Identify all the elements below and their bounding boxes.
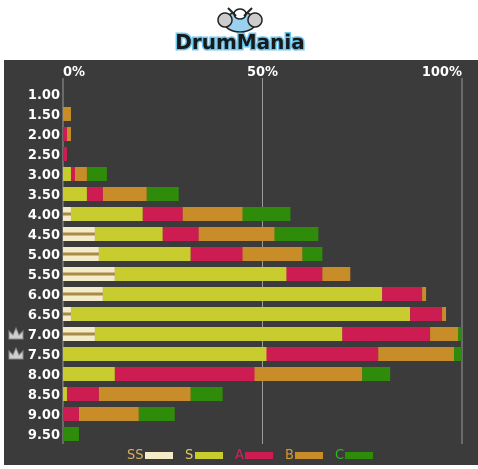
bar-segment-a — [162, 227, 199, 241]
legend-swatch-ss — [145, 452, 173, 459]
bar-segment-s — [102, 287, 383, 301]
bar-stripe-ss — [63, 232, 95, 236]
bar-segment-a — [410, 307, 443, 321]
bar-segment-c — [63, 427, 79, 441]
bar-segment-c — [146, 187, 179, 201]
legend-swatch-s — [195, 452, 223, 459]
drummania-logo: DrumMania — [174, 7, 306, 56]
bar-segment-a — [342, 327, 431, 341]
y-tick-label: 9.50 — [28, 428, 60, 443]
y-tick-label: 8.50 — [28, 388, 60, 403]
y-tick-label: 6.00 — [28, 288, 60, 303]
bar-stripe-ss — [63, 312, 71, 316]
bar-segment-s — [63, 187, 87, 201]
bar-segment-a — [382, 287, 423, 301]
chart-panel: 0% 50% 100% 1.00 1.50 2.00 2.50 3.00 3.50 4.00 4.5… — [4, 60, 478, 465]
bar-stripe-ss — [63, 252, 99, 256]
y-tick-label: 2.50 — [28, 148, 60, 163]
bar-segment-b — [378, 347, 455, 361]
crown-icon — [8, 346, 24, 360]
bar-segment-b — [198, 227, 275, 241]
bar-segment-b — [422, 287, 427, 301]
drum-mascot-icon — [217, 7, 263, 33]
bar-segment-b — [74, 167, 87, 181]
bar-segment-c — [242, 207, 291, 221]
legend-label-s: S — [185, 448, 193, 463]
logo-wordmark: DrumMania — [175, 30, 305, 54]
bar-segment-a — [142, 207, 183, 221]
y-tick-label: 2.00 — [28, 128, 60, 143]
bar-segment-a — [114, 367, 255, 381]
bar-segment-b — [78, 407, 139, 421]
x-tick-label: 0% — [63, 65, 85, 80]
bar-segment-s — [63, 347, 267, 361]
y-tick-label: 3.50 — [28, 188, 60, 203]
header: DrumMania — [0, 0, 478, 58]
bar-segment-b — [242, 247, 303, 261]
bar-segment-s — [63, 167, 71, 181]
legend-swatch-b — [295, 452, 323, 459]
y-tick-label: 1.00 — [28, 88, 60, 103]
bar-segment-s — [98, 247, 191, 261]
bar-stripe-ss — [63, 292, 103, 296]
bar-segment-a — [266, 347, 379, 361]
bar-segment-c — [362, 367, 391, 381]
legend-swatch-c — [345, 452, 373, 459]
bar-segment-s — [63, 387, 67, 401]
y-tick-label: 4.50 — [28, 228, 60, 243]
legend-swatch-a — [245, 452, 273, 459]
bar-segment-s — [94, 227, 163, 241]
bar-segment-s — [70, 307, 411, 321]
y-tick-label: 9.00 — [28, 408, 60, 423]
legend-label-a: A — [235, 448, 244, 463]
bar-segment-a — [63, 407, 79, 421]
x-tick-label: 50% — [247, 65, 278, 80]
x-tick-label: 100% — [422, 65, 462, 80]
bar-segment-b — [182, 207, 243, 221]
bar-segment-b — [254, 367, 363, 381]
legend-label-b: B — [285, 448, 294, 463]
bar-segment-b — [66, 127, 71, 141]
bar-segment-c — [190, 387, 223, 401]
bar-stripe-ss — [63, 272, 115, 276]
bar-segment-s — [114, 267, 287, 281]
legend-label-ss: SS — [127, 448, 144, 463]
bar-segment-a — [66, 387, 99, 401]
bar-segment-b — [102, 187, 147, 201]
bar-segment-c — [302, 247, 323, 261]
bar-segment-b — [98, 387, 191, 401]
bar-segment-c — [458, 327, 462, 341]
y-tick-label: 5.50 — [28, 268, 60, 283]
bar-stripe-ss — [63, 332, 95, 336]
bar-segment-a — [70, 167, 75, 181]
bar-stripe-ss — [63, 212, 71, 216]
bar-segment-s — [94, 327, 343, 341]
bar-segment-a — [63, 147, 67, 161]
bar-segment-b — [430, 327, 459, 341]
bar-segment-a — [63, 127, 67, 141]
bar-segment-a — [190, 247, 243, 261]
bar-segment-c — [86, 167, 107, 181]
bar-segment-c — [454, 347, 462, 361]
crown-icon — [8, 326, 24, 340]
bar-segment-b — [322, 267, 351, 281]
bar-segment-b — [442, 307, 447, 321]
y-tick-label: 6.50 — [28, 308, 60, 323]
y-tick-label: 7.00 — [28, 328, 60, 343]
y-tick-label: 3.00 — [28, 168, 60, 183]
legend-label-c: C — [335, 448, 344, 463]
y-tick-label: 7.50 — [28, 348, 60, 363]
bar-segment-a — [286, 267, 323, 281]
bar-segment-b — [63, 107, 71, 121]
rank-distribution-chart: 0% 50% 100% 1.00 1.50 2.00 2.50 3.00 3.50 4.00 4.5… — [8, 65, 463, 463]
bar-segment-c — [274, 227, 319, 241]
bar-segment-a — [86, 187, 103, 201]
bar-segment-s — [70, 207, 143, 221]
y-tick-label: 8.00 — [28, 368, 60, 383]
bar-segment-s — [63, 367, 115, 381]
y-tick-label: 4.00 — [28, 208, 60, 223]
y-tick-label: 1.50 — [28, 108, 60, 123]
bar-segment-c — [138, 407, 175, 421]
y-tick-label: 5.00 — [28, 248, 60, 263]
